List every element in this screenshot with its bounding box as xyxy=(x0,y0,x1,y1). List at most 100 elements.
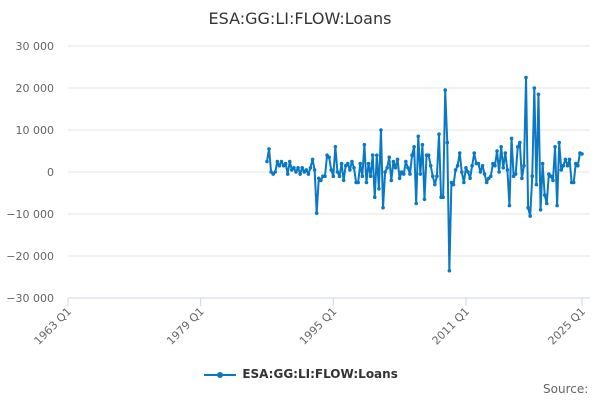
data-point xyxy=(393,166,398,170)
data-point xyxy=(287,159,292,164)
data-point xyxy=(352,166,356,170)
data-point xyxy=(505,168,510,172)
data-point xyxy=(544,201,549,206)
data-point xyxy=(472,151,477,155)
data-point xyxy=(385,166,389,170)
data-point xyxy=(542,193,547,197)
data-point xyxy=(339,161,344,166)
data-point xyxy=(459,170,464,174)
data-point xyxy=(333,145,338,149)
data-point xyxy=(534,182,539,187)
x-tick-label: 1979 Q1 xyxy=(164,305,207,348)
source-label: Source: xyxy=(543,382,589,396)
data-point xyxy=(426,153,431,157)
data-point xyxy=(507,203,512,208)
data-point xyxy=(331,174,336,178)
data-point xyxy=(489,174,493,178)
data-point xyxy=(484,180,489,185)
data-point xyxy=(389,178,394,183)
data-point xyxy=(364,180,369,185)
data-point xyxy=(433,182,437,187)
data-point xyxy=(528,214,532,218)
data-point xyxy=(383,170,387,174)
x-tick-label: 2025 Q1 xyxy=(546,305,589,348)
data-point xyxy=(495,149,499,153)
data-point xyxy=(580,152,584,156)
x-tick-label: 1995 Q1 xyxy=(297,305,340,348)
data-point xyxy=(304,168,309,172)
data-point xyxy=(362,142,367,147)
data-point xyxy=(576,163,580,168)
data-point xyxy=(406,166,410,170)
series-line xyxy=(265,76,583,272)
data-point xyxy=(387,155,392,160)
data-point xyxy=(298,172,302,176)
data-point xyxy=(478,170,483,174)
data-point xyxy=(520,176,524,181)
data-point xyxy=(497,170,501,174)
y-tick-label: 0 xyxy=(47,166,54,179)
data-point xyxy=(397,176,402,181)
data-point xyxy=(416,134,421,139)
data-point xyxy=(445,140,450,145)
data-point xyxy=(279,159,284,164)
data-point xyxy=(341,178,346,183)
data-point xyxy=(314,211,319,215)
data-point xyxy=(335,170,340,174)
data-point xyxy=(551,178,555,183)
data-point xyxy=(571,180,576,185)
data-point xyxy=(468,176,472,181)
data-point xyxy=(420,142,425,147)
data-point xyxy=(360,174,365,178)
data-point xyxy=(466,170,470,174)
data-point xyxy=(329,168,334,172)
data-point xyxy=(414,201,418,206)
data-point xyxy=(292,166,296,170)
data-point xyxy=(499,145,503,149)
data-point xyxy=(408,172,412,176)
data-point xyxy=(549,174,553,178)
data-point xyxy=(300,166,305,170)
data-point xyxy=(275,159,280,164)
data-point xyxy=(513,172,518,176)
legend-label: ESA:GG:LI:FLOW:Loans xyxy=(242,367,398,381)
y-tick-label: 30 000 xyxy=(16,40,55,53)
data-point xyxy=(453,168,458,172)
data-point xyxy=(430,174,435,178)
data-point xyxy=(538,208,543,212)
data-point xyxy=(370,153,375,157)
data-point xyxy=(348,168,352,172)
data-point xyxy=(375,153,379,157)
data-point xyxy=(503,151,508,155)
data-point xyxy=(515,145,520,149)
data-point xyxy=(267,147,271,151)
data-point xyxy=(296,166,300,170)
y-tick-label: −30 000 xyxy=(6,292,54,305)
data-point xyxy=(524,75,528,80)
data-point xyxy=(540,161,545,166)
data-point xyxy=(368,174,373,178)
data-point xyxy=(337,174,342,178)
data-point xyxy=(379,128,383,132)
data-point xyxy=(350,159,354,164)
data-point xyxy=(283,161,288,166)
x-tick-label: 2011 Q1 xyxy=(430,305,473,348)
data-point xyxy=(536,92,541,97)
legend[interactable]: ESA:GG:LI:FLOW:Loans xyxy=(0,367,600,381)
data-point xyxy=(310,157,315,162)
data-point xyxy=(501,166,506,170)
data-point xyxy=(455,163,460,168)
data-point xyxy=(451,182,456,187)
data-point xyxy=(308,166,313,170)
data-point xyxy=(532,86,537,90)
data-point xyxy=(557,140,562,145)
data-point xyxy=(401,172,406,176)
data-point xyxy=(327,155,331,160)
data-point xyxy=(518,140,522,145)
chart-title: ESA:GG:LI:FLOW:Loans xyxy=(208,9,392,28)
data-point xyxy=(509,136,514,141)
data-point xyxy=(356,180,360,185)
data-point xyxy=(526,205,530,210)
data-point xyxy=(294,170,298,174)
